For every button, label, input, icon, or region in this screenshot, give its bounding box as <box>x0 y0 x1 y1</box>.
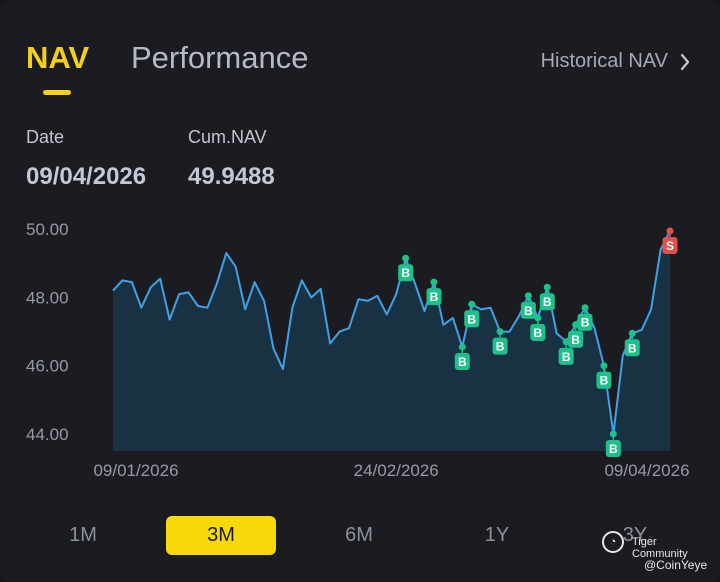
svg-text:B: B <box>524 304 533 318</box>
tab-performance[interactable]: Performance <box>131 40 309 75</box>
buy-marker[interactable]: B <box>596 362 612 389</box>
svg-text:B: B <box>543 295 552 309</box>
svg-text:B: B <box>571 333 580 347</box>
watermark: ◔ Tiger Community @CoinYeye <box>602 528 714 576</box>
date-label: Date <box>26 127 65 147</box>
range-button-6m[interactable]: 6M <box>345 524 373 546</box>
buy-marker[interactable]: B <box>530 314 546 341</box>
chevron-right-icon <box>680 53 690 70</box>
date-value: 09/04/2026 <box>26 163 147 190</box>
buy-marker[interactable]: B <box>464 300 480 328</box>
historical-nav-label: Historical NAV <box>540 50 668 72</box>
svg-text:B: B <box>562 350 571 364</box>
buy-marker[interactable]: B <box>398 254 414 282</box>
y-tick-label: 44.00 <box>26 425 69 444</box>
range-button-3m[interactable]: 3M <box>166 516 276 555</box>
x-tick-label: 09/04/2026 <box>604 461 689 480</box>
svg-text:B: B <box>496 340 505 354</box>
buy-marker[interactable]: B <box>624 329 640 357</box>
svg-text:B: B <box>581 316 590 330</box>
buy-marker[interactable]: B <box>454 343 470 370</box>
svg-text:S: S <box>666 239 674 253</box>
x-tick-label: 24/02/2026 <box>354 461 439 480</box>
tab-active-indicator <box>43 90 71 95</box>
y-tick-label: 50.00 <box>26 220 69 239</box>
nav-area-fill <box>113 230 670 451</box>
range-button-1y[interactable]: 1Y <box>484 524 510 546</box>
svg-text:B: B <box>533 326 542 340</box>
watermark-user: @CoinYeye <box>644 558 708 572</box>
x-tick-label: 09/01/2026 <box>93 461 178 480</box>
buy-marker[interactable]: B <box>605 430 621 457</box>
buy-marker[interactable]: B <box>520 292 536 319</box>
svg-text:B: B <box>628 341 637 355</box>
buy-marker[interactable]: B <box>577 304 593 331</box>
range-button-3y[interactable]: 3Y <box>622 524 648 546</box>
svg-text:B: B <box>600 374 609 388</box>
buy-marker[interactable]: B <box>558 338 574 365</box>
historical-nav-link[interactable]: Historical NAV <box>541 50 690 73</box>
svg-text:B: B <box>467 312 476 326</box>
range-button-1m[interactable]: 1M <box>69 524 97 546</box>
tab-nav[interactable]: NAV <box>26 40 90 75</box>
svg-text:B: B <box>458 355 467 369</box>
cum-nav-label: Cum.NAV <box>188 127 267 147</box>
svg-text:B: B <box>609 442 618 456</box>
buy-marker[interactable]: B <box>568 321 584 348</box>
nav-chart[interactable]: 50.00 48.00 46.00 44.00 09/01/2026 24/02/2026… <box>0 215 720 495</box>
y-tick-label: 46.00 <box>26 357 69 376</box>
buy-marker[interactable]: B <box>492 328 508 355</box>
y-tick-label: 48.00 <box>26 288 69 307</box>
buy-marker[interactable]: B <box>426 278 442 306</box>
sell-marker[interactable]: S <box>662 227 678 254</box>
svg-text:B: B <box>430 290 439 304</box>
buy-marker[interactable]: B <box>539 283 555 311</box>
svg-text:B: B <box>401 266 410 280</box>
cum-nav-value: 49.9488 <box>188 163 275 190</box>
tiger-logo-icon: ◔ <box>602 531 624 553</box>
watermark-brand: Tiger Community <box>632 536 688 560</box>
